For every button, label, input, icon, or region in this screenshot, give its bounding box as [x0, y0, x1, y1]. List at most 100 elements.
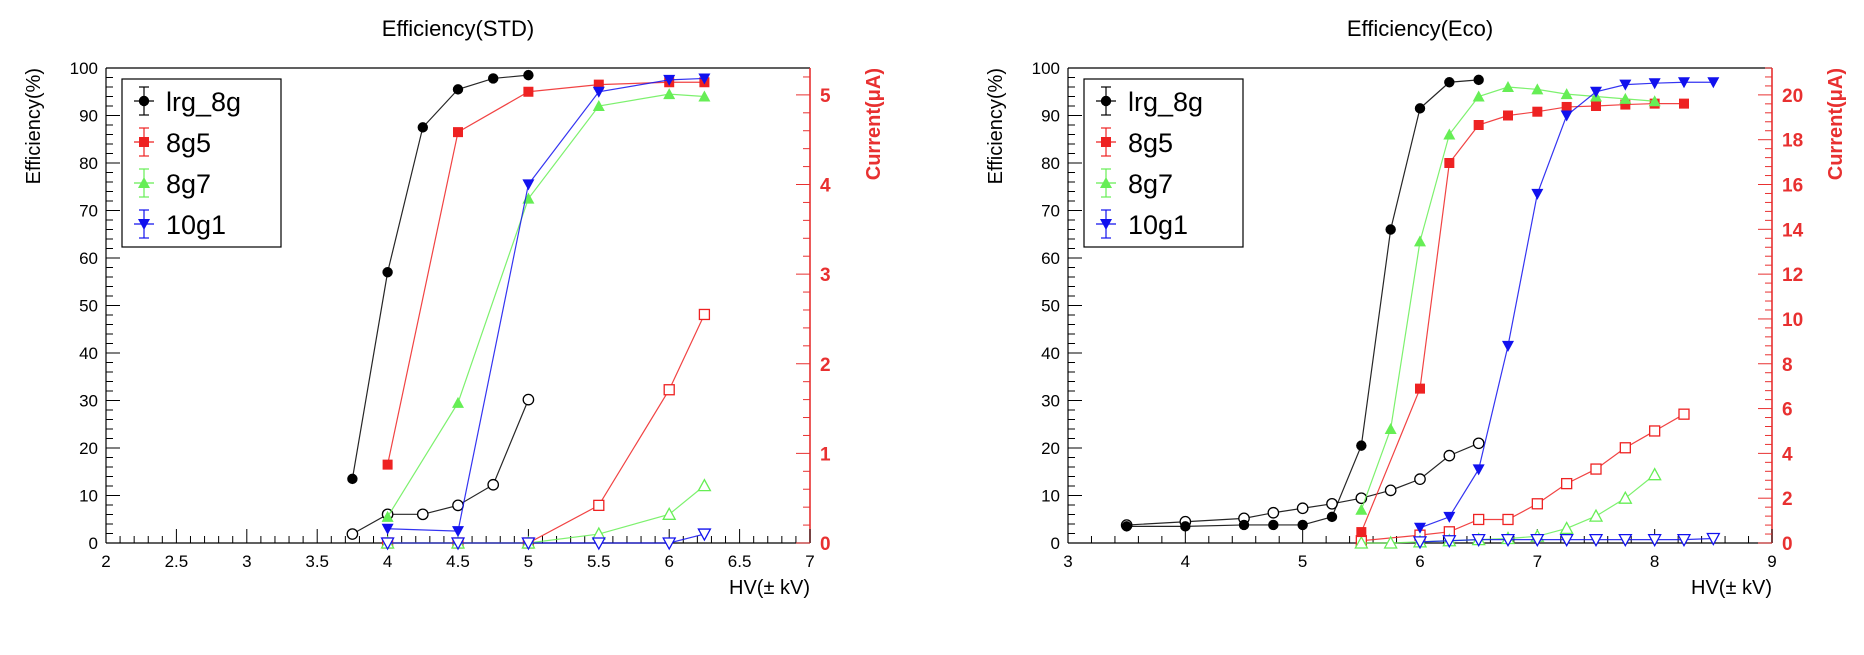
- chart-title: Efficiency(Eco): [1347, 16, 1493, 41]
- efficiency-point-8g7: [663, 88, 676, 100]
- y-tick-label: 30: [1041, 392, 1060, 411]
- current-point-10g1: [662, 537, 677, 551]
- current-point-lrg_8g: [1355, 492, 1368, 505]
- efficiency-point-8g7: [1384, 423, 1397, 434]
- efficiency-point-8g5: [523, 86, 534, 97]
- current-point-10g1: [380, 537, 395, 551]
- y2-tick-label: 18: [1782, 131, 1803, 152]
- legend-label-8g5: 8g5: [166, 128, 211, 158]
- efficiency-point-8g7: [1619, 92, 1632, 104]
- y-tick-label: 70: [79, 202, 98, 221]
- efficiency-point-8g5: [1679, 98, 1689, 109]
- efficiency-point-8g5: [1620, 99, 1631, 110]
- efficiency-point-8g5: [1444, 158, 1455, 168]
- y2-tick-label: 14: [1782, 220, 1804, 241]
- efficiency-point-8g5: [1532, 106, 1543, 117]
- efficiency-point-lrg_8g: [1444, 77, 1455, 88]
- y2-tick-label: 4: [820, 176, 831, 197]
- current-point-10g1: [1530, 533, 1545, 547]
- current-point-8g7: [1588, 508, 1604, 522]
- legend: lrg_8g 8g5 8g7 10g1: [1083, 78, 1244, 248]
- legend-marker-8g7: [138, 177, 150, 188]
- current-series-8g7: [380, 478, 712, 549]
- current-point-8g7: [1383, 535, 1398, 549]
- y2-tick-label: 3: [820, 265, 831, 286]
- current-point-lrg_8g: [1443, 449, 1456, 462]
- current-line-lrg_8g: [352, 399, 529, 535]
- efficiency-point-lrg_8g: [1297, 519, 1308, 531]
- current-point-lrg_8g: [1414, 473, 1426, 485]
- x-tick-label: 3: [1063, 552, 1072, 571]
- legend: lrg_8g 8g5 8g7 10g1: [121, 78, 282, 248]
- current-point-10g1: [450, 537, 466, 551]
- y-tick-label: 0: [1051, 534, 1060, 553]
- efficiency-line-10g1: [1419, 81, 1714, 529]
- y2-tick-label: 0: [1782, 534, 1793, 555]
- current-point-8g7: [1354, 535, 1369, 549]
- efficiency-point-lrg_8g: [452, 84, 464, 95]
- efficiency-point-8g7: [1443, 128, 1456, 140]
- legend-label-10g1: 10g1: [166, 210, 226, 240]
- efficiency-point-10g1: [1531, 188, 1544, 200]
- current-point-lrg_8g: [1267, 506, 1280, 519]
- x-tick-label: 7: [1533, 552, 1542, 571]
- y-tick-label: 90: [1041, 107, 1060, 126]
- current-point-10g1: [1706, 532, 1721, 546]
- efficiency-point-8g7: [698, 90, 711, 102]
- legend-marker-10g1: [1100, 219, 1112, 230]
- efficiency-point-10g1: [1707, 77, 1720, 89]
- y-tick-label: 100: [1032, 59, 1060, 78]
- current-point-10g1: [1618, 533, 1633, 547]
- x-axis-label: HV(± kV): [1691, 577, 1772, 599]
- efficiency-point-8g7: [592, 100, 605, 111]
- y2-tick-label: 8: [1782, 355, 1793, 376]
- efficiency-point-8g7: [1502, 81, 1514, 92]
- efficiency-point-8g5: [1561, 101, 1572, 112]
- current-point-8g5: [1590, 463, 1602, 475]
- y-tick-label: 20: [1041, 439, 1060, 458]
- legend-marker-lrg_8g: [138, 95, 150, 107]
- y2-tick-label: 2: [1782, 489, 1793, 510]
- current-point-8g5: [698, 308, 711, 321]
- current-point-lrg_8g: [1296, 502, 1309, 515]
- y2-tick-label: 2: [820, 355, 831, 376]
- y-tick-label: 40: [79, 344, 98, 363]
- legend-marker-lrg_8g: [1100, 95, 1112, 107]
- efficiency-point-10g1: [1472, 464, 1485, 476]
- current-point-lrg_8g: [1384, 484, 1397, 497]
- x-tick-label: 5.5: [587, 552, 611, 571]
- legend-label-lrg_8g: lrg_8g: [1128, 87, 1203, 117]
- x-tick-label: 7: [805, 552, 814, 571]
- current-point-8g5: [663, 384, 675, 396]
- current-point-8g7: [662, 506, 677, 520]
- current-point-10g1: [697, 528, 712, 542]
- efficiency-point-lrg_8g: [1238, 519, 1250, 531]
- efficiency-point-10g1: [452, 526, 464, 538]
- efficiency-series-lrg_8g: [347, 69, 534, 485]
- y-tick-label: 50: [1041, 297, 1060, 316]
- y-tick-label: 10: [1041, 487, 1060, 506]
- efficiency-point-8g5: [1503, 110, 1513, 121]
- efficiency-point-lrg_8g: [1356, 440, 1367, 451]
- efficiency-point-lrg_8g: [382, 267, 393, 278]
- current-point-10g1: [1588, 533, 1604, 547]
- efficiency-point-8g5: [1591, 101, 1601, 111]
- current-point-8g7: [1559, 521, 1574, 535]
- y-tick-label: 40: [1041, 344, 1060, 363]
- current-point-8g5: [593, 499, 605, 512]
- efficiency-point-lrg_8g: [523, 69, 534, 81]
- current-point-10g1: [1559, 533, 1574, 547]
- current-series-8g5: [1355, 408, 1690, 547]
- x-tick-label: 2.5: [165, 552, 189, 571]
- x-tick-label: 3: [242, 552, 251, 571]
- y-tick-label: 10: [79, 487, 98, 506]
- legend-label-lrg_8g: lrg_8g: [166, 87, 241, 117]
- current-point-lrg_8g: [487, 478, 500, 491]
- efficiency-line-8g5: [387, 81, 705, 465]
- x-tick-label: 4: [383, 552, 392, 571]
- current-series-10g1: [380, 528, 712, 551]
- y-axis-label: Efficiency(%): [985, 68, 1007, 184]
- efficiency-point-8g7: [1560, 88, 1573, 100]
